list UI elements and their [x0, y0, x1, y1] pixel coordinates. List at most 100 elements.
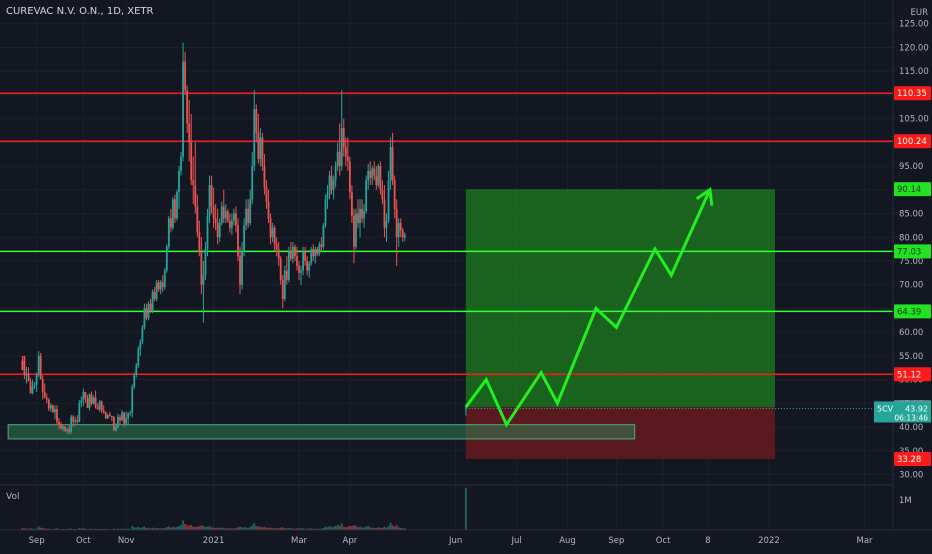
candle-body — [60, 424, 62, 429]
resistance-price-tag-bg — [894, 367, 931, 382]
volume-bar — [194, 526, 197, 530]
volume-bar — [397, 527, 400, 530]
volume-bar — [192, 526, 195, 530]
volume-bar — [62, 528, 64, 530]
candle-body — [72, 416, 75, 422]
volume-bar — [375, 527, 378, 530]
candle-body — [94, 397, 97, 408]
candle-body — [21, 360, 24, 371]
candle-body — [147, 303, 150, 318]
volume-bar — [387, 525, 390, 530]
horizontal-levels — [0, 92, 893, 376]
volume-bar — [198, 526, 201, 530]
volume-bar — [328, 525, 331, 530]
support-price-tag: 64.39 — [897, 307, 921, 317]
candle-body — [403, 234, 406, 238]
candle-body — [180, 156, 182, 171]
volume-bar — [283, 527, 286, 530]
candle-body — [277, 249, 280, 259]
volume-bar — [29, 528, 32, 530]
candle-body — [235, 213, 237, 226]
time-tick-label: Oct — [76, 536, 91, 546]
volume-bar — [104, 528, 107, 530]
candle-body — [346, 156, 349, 162]
volume-bar — [176, 526, 178, 530]
candle-body — [86, 398, 89, 409]
price-tick-label: 70.00 — [899, 281, 923, 291]
candle-body — [45, 397, 48, 400]
volume-bar — [174, 527, 176, 530]
candle-body — [363, 211, 366, 219]
symbol-title: CUREVAC N.V. O.N., 1D, XETR — [6, 6, 154, 17]
resistance-price-tag-bg — [894, 134, 931, 149]
volume-bar — [145, 527, 148, 530]
candle-body — [151, 291, 154, 311]
volume-bar — [31, 528, 34, 530]
candle-body — [153, 291, 156, 299]
volume-bar — [182, 520, 184, 530]
volume-bar — [267, 527, 270, 530]
volume-bar — [253, 523, 256, 530]
price-tick-label: 55.00 — [899, 352, 923, 362]
candle-body — [47, 399, 50, 409]
volume-bar — [163, 527, 166, 530]
volume-bar — [35, 528, 38, 530]
time-tick-label: Aug — [559, 536, 576, 546]
candle-body — [308, 263, 311, 271]
candle-body — [379, 166, 382, 190]
volume-bar — [64, 528, 66, 530]
candle-body — [257, 132, 260, 159]
candle-body — [344, 147, 347, 157]
candle-body — [165, 246, 168, 271]
time-tick-label: Nov — [118, 536, 135, 546]
volume-bar — [255, 525, 258, 530]
candle-body — [92, 397, 95, 404]
volume-bar — [241, 527, 243, 530]
volume-bar — [353, 525, 355, 530]
resistance-price-tag: 100.24 — [897, 137, 927, 147]
volume-bar — [361, 527, 363, 530]
volume-bar — [149, 528, 152, 530]
volume-bar — [125, 528, 128, 530]
volume-bar — [235, 528, 237, 530]
candle-body — [389, 147, 392, 181]
volume-axis-label: 1M — [899, 496, 912, 506]
candle-body — [391, 147, 394, 181]
candle-body — [208, 185, 211, 216]
candle-body — [210, 185, 213, 207]
volume-bar — [96, 528, 99, 530]
volume-bar — [320, 528, 323, 530]
candle-body — [41, 379, 44, 392]
candle-body — [355, 213, 357, 247]
candle-body — [117, 417, 119, 428]
candle-body — [373, 168, 376, 176]
time-tick-label: 2021 — [203, 536, 225, 546]
volume-bar — [137, 526, 140, 530]
volume-bar — [204, 526, 207, 530]
volume-bar — [113, 528, 115, 530]
volume-bar — [33, 528, 36, 530]
candle-body — [137, 348, 140, 366]
candle-body — [123, 412, 125, 424]
candle-body — [200, 251, 203, 285]
volume-bar — [365, 526, 368, 530]
candle-body — [353, 215, 355, 247]
candle-body — [76, 420, 79, 422]
candle-body — [259, 137, 262, 159]
candle-body — [334, 166, 337, 181]
volume-bar — [172, 526, 174, 530]
volume-bar — [100, 528, 103, 530]
volume-bar — [37, 526, 40, 530]
volume-bar — [151, 527, 154, 530]
volume-bar — [245, 527, 248, 530]
time-tick-label: Apr — [343, 536, 358, 546]
candle-body — [397, 223, 400, 238]
candle-body — [336, 151, 339, 167]
candle-body — [289, 251, 292, 259]
volume-bar — [381, 527, 384, 530]
volume-bar — [233, 528, 235, 530]
volume-bar — [80, 528, 83, 530]
volume-bar — [399, 527, 402, 530]
